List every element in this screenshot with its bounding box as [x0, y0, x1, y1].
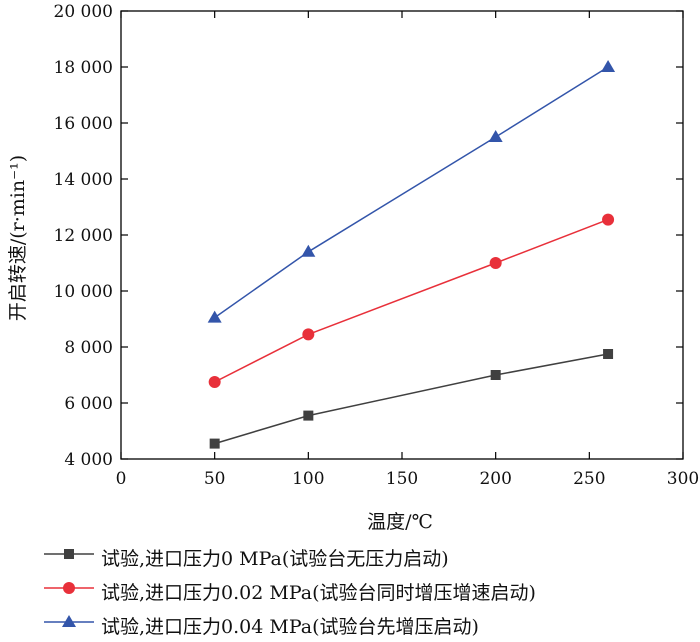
- series-1: [209, 349, 614, 449]
- data-point-triangle: [301, 244, 316, 257]
- legend-item: 试验,进口压力0.04 MPa(试验台先增压启动): [44, 608, 694, 642]
- series-line: [214, 353, 609, 445]
- series-3: [207, 60, 616, 323]
- legend-swatch: [44, 549, 94, 559]
- x-axis-label: 温度/℃: [367, 511, 433, 533]
- data-point-triangle: [601, 60, 616, 72]
- data-point-circle: [602, 213, 615, 226]
- y-tick-label: 12 000: [54, 226, 113, 246]
- legend-label: 试验,进口压力0.02 MPa(试验台同时增压增速启动): [101, 582, 536, 604]
- y-tick-label: 20 000: [54, 2, 113, 22]
- y-tick-label: 8 000: [64, 338, 113, 358]
- data-point-triangle: [207, 310, 222, 323]
- data-point-square: [209, 438, 220, 449]
- x-tick-label: 250: [573, 469, 605, 489]
- data-point-square: [303, 410, 314, 421]
- series-line: [214, 218, 609, 383]
- chart-legend: 试验,进口压力0 MPa(试验台无压力启动) 试验,进口压力0.02 MPa(试验…: [44, 540, 694, 642]
- plot-axes: [120, 10, 684, 460]
- legend-marker-square: [64, 549, 74, 559]
- x-tick-label: 100: [292, 469, 324, 489]
- line-chart: 0 50 100 150 200 250 300 4 000 6 000 8 000 10 000 1…: [7, 2, 700, 533]
- x-tick-label: 150: [386, 469, 418, 489]
- tick-labels: 0 50 100 150 200 250 300 4 000 6 000 8 000 10 000 1…: [54, 2, 700, 489]
- legend-label: 试验,进口压力0.04 MPa(试验台先增压启动): [101, 616, 479, 638]
- legend-item: 试验,进口压力0 MPa(试验台无压力启动): [44, 540, 694, 574]
- y-tick-label: 4 000: [64, 450, 113, 470]
- data-point-circle: [208, 376, 221, 388]
- legend-marker-circle: [63, 582, 75, 594]
- data-point-square: [603, 349, 614, 359]
- x-tick-label: 200: [479, 469, 511, 489]
- legend-item: 试验,进口压力0.02 MPa(试验台同时增压增速启动): [44, 574, 694, 608]
- y-tick-label: 14 000: [54, 170, 113, 190]
- legend-swatch: [44, 615, 94, 627]
- legend-marker-triangle: [62, 615, 76, 627]
- data-point-triangle: [488, 130, 503, 142]
- data-point-circle: [489, 257, 502, 269]
- data-point-square: [490, 370, 501, 380]
- y-tick-label: 10 000: [54, 282, 113, 302]
- legend-label: 试验,进口压力0 MPa(试验台无压力启动): [101, 548, 449, 570]
- y-tick-label: 16 000: [54, 114, 113, 134]
- plot-frame: [120, 10, 684, 460]
- y-tick-label: 6 000: [64, 394, 113, 414]
- legend-swatch: [44, 582, 94, 594]
- series-line: [214, 66, 609, 319]
- series-2: [208, 213, 615, 388]
- series-layer: [207, 60, 616, 449]
- y-tick-label: 18 000: [54, 58, 113, 78]
- data-point-circle: [302, 328, 315, 341]
- x-tick-label: 0: [116, 469, 127, 489]
- x-tick-label: 50: [204, 469, 226, 489]
- y-axis-label: 开启转速/(r·min⁻¹): [7, 155, 29, 321]
- x-tick-label: 300: [667, 469, 699, 489]
